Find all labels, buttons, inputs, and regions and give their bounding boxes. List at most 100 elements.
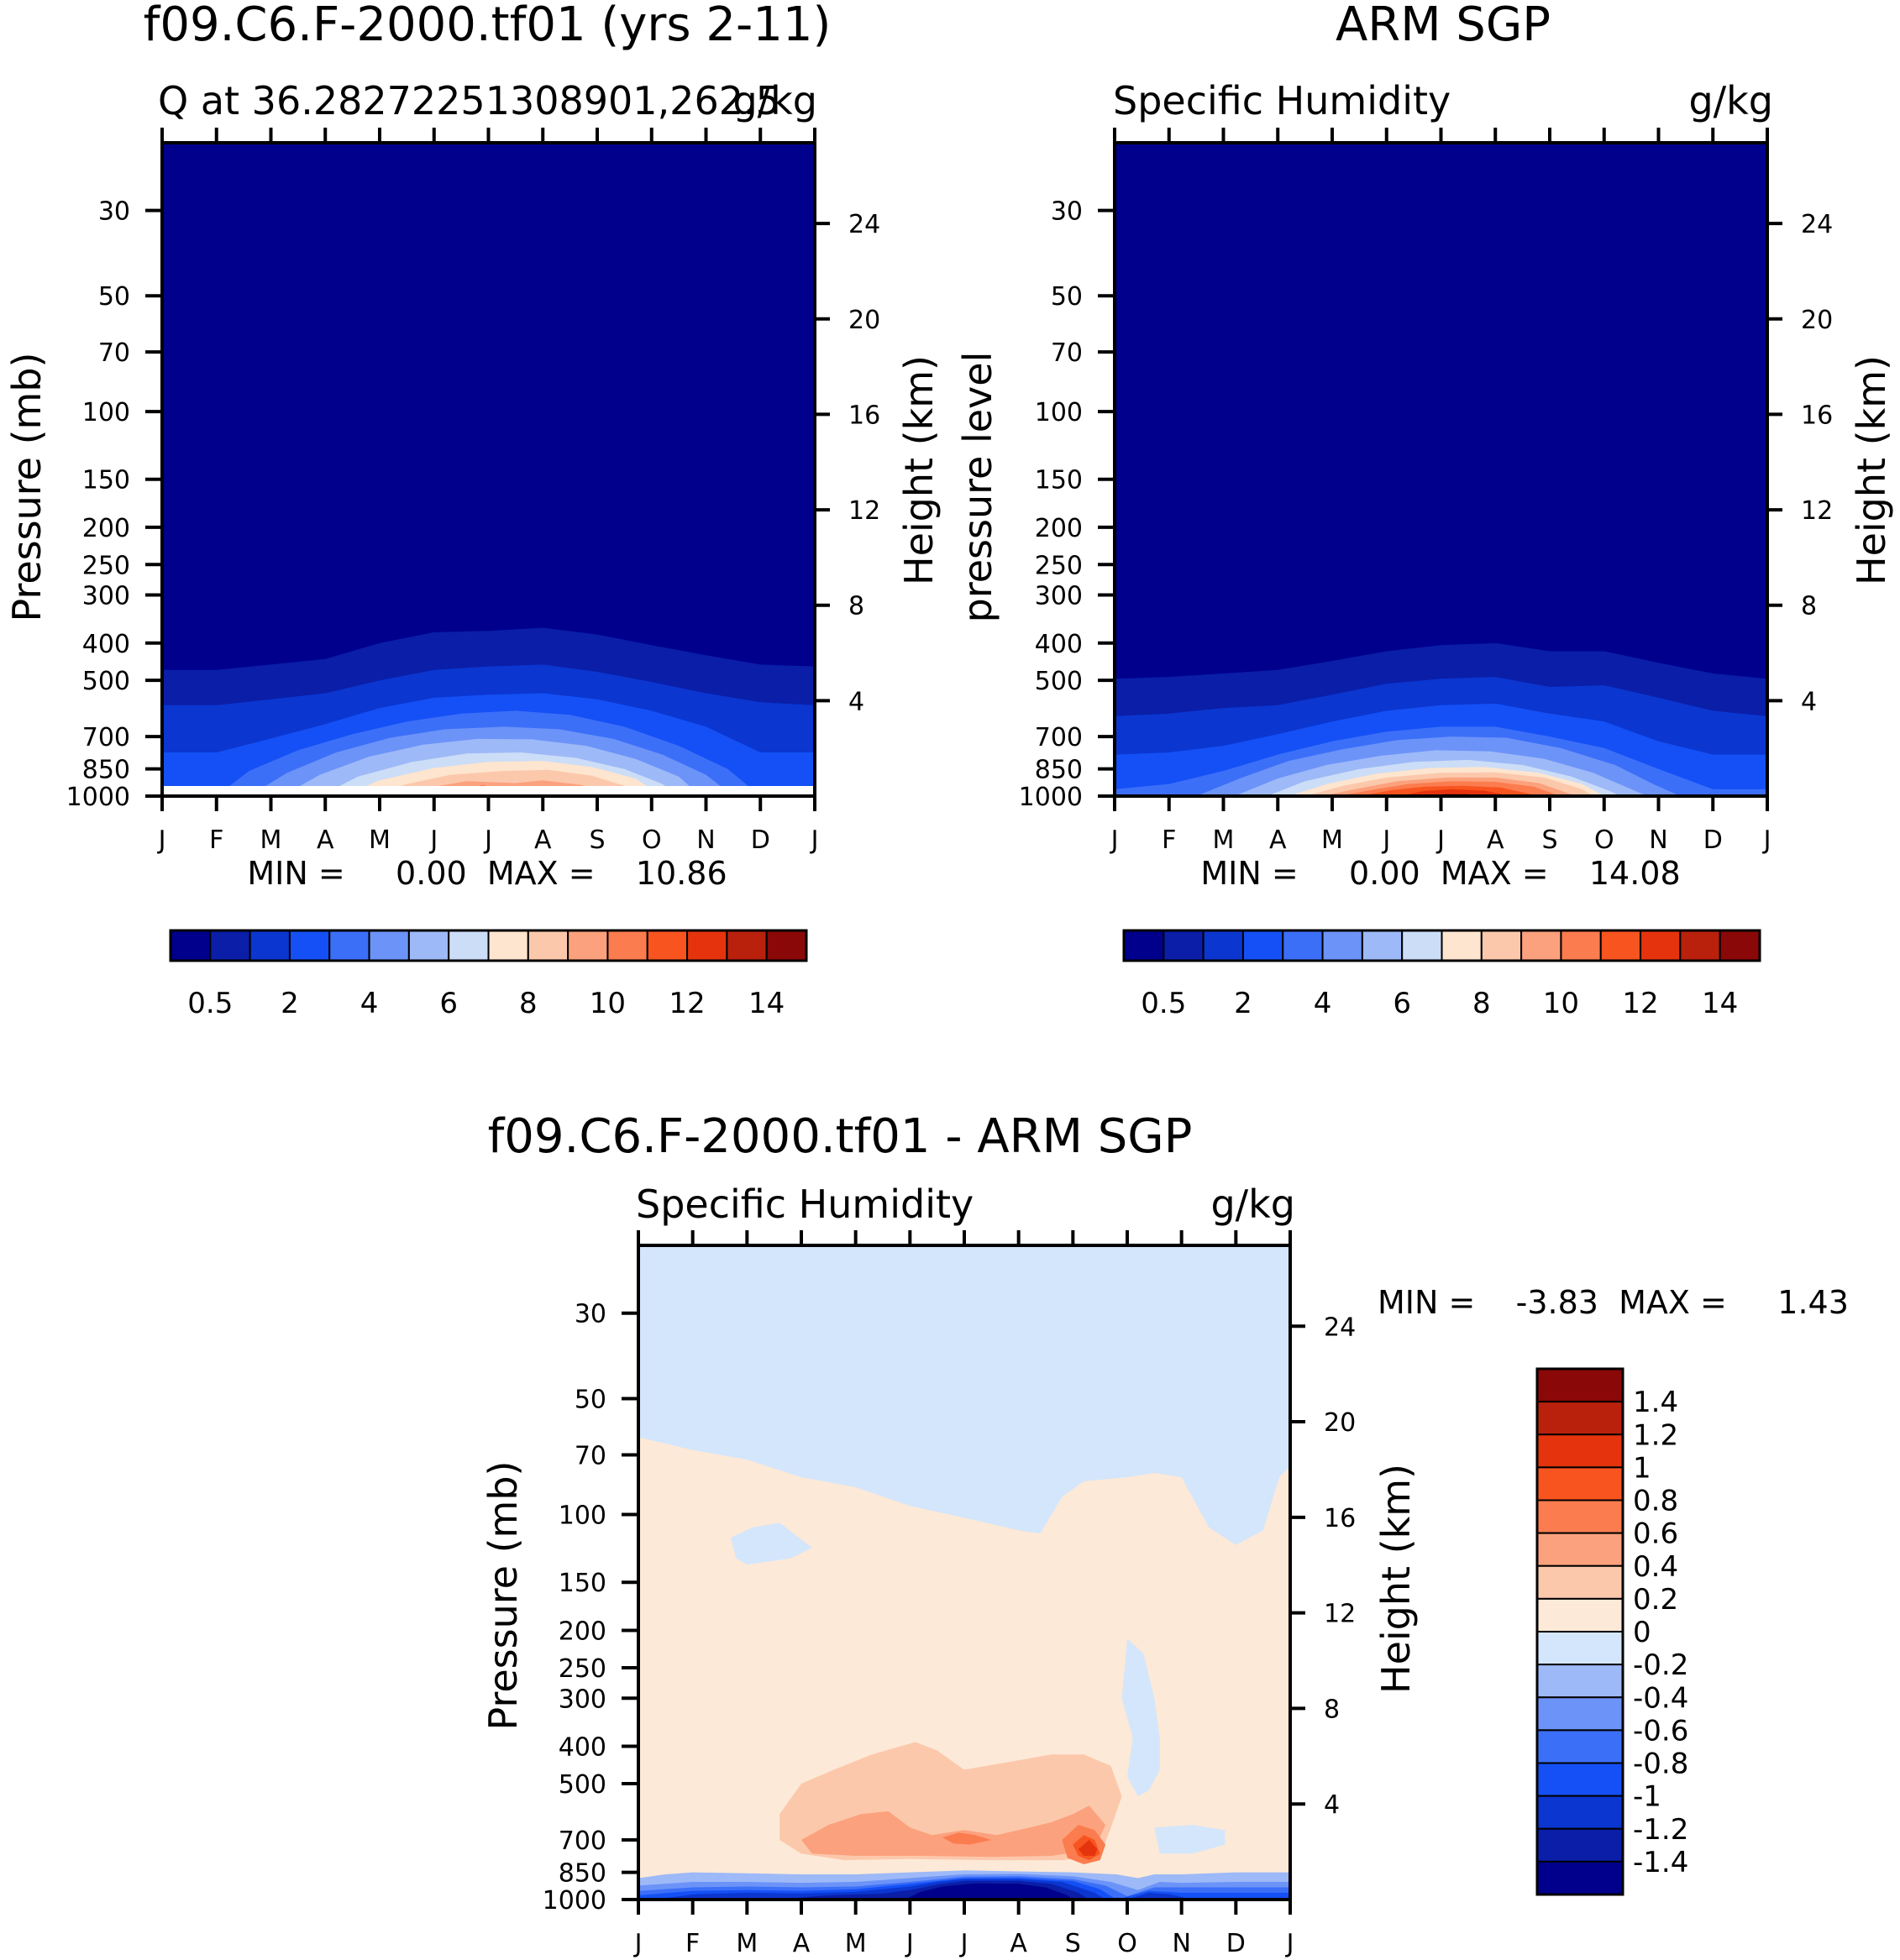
diff-colorbar-label: 1.2: [1633, 1418, 1678, 1452]
model-colorbar: 0.5 2 4 6 8 10 12 14: [169, 929, 808, 1020]
obs-month-label: N: [1649, 825, 1667, 855]
diff-month-label: A: [1010, 1929, 1027, 1958]
diff-stats: MIN = -3.83 MAX = 1.43: [1378, 1284, 1849, 1321]
obs-height-label: 20: [1801, 306, 1833, 335]
model-month-label: S: [589, 825, 605, 855]
obs-pressure-label: 500: [1035, 667, 1083, 696]
diff-height-label: 8: [1324, 1695, 1340, 1724]
model-pressure-label: 1000: [66, 783, 130, 812]
model-panel: f09.C6.F-2000.tf01 (yrs 2-11) Q at 36.28…: [4, 0, 942, 1020]
model-colorbar-box: [646, 930, 689, 962]
diff-height-label: 24: [1324, 1313, 1356, 1342]
model-month-label: M: [260, 825, 282, 855]
diff-colorbar-label: -0.4: [1633, 1681, 1688, 1715]
obs-colorbar-label: 6: [1393, 987, 1411, 1020]
diff-colorbar-box: [1536, 1564, 1624, 1600]
obs-month-label: J: [1435, 825, 1445, 855]
obs-pressure-label: 1000: [1019, 783, 1083, 812]
diff-pressure-label: 100: [559, 1501, 606, 1530]
model-pressure-label: 100: [82, 398, 130, 427]
obs-month-label: J: [1762, 825, 1771, 855]
diff-month-label: O: [1117, 1929, 1137, 1958]
diff-colorbar-box: [1536, 1433, 1624, 1469]
diff-pressure-label: 250: [559, 1654, 606, 1684]
diff-band-neg-5b: [1127, 1892, 1193, 1900]
diff-panel: f09.C6.F-2000.tf01 - ARM SGP Specific Hu…: [480, 1109, 1849, 1958]
obs-colorbar-box: [1719, 930, 1761, 962]
obs-month-label: O: [1594, 825, 1614, 855]
obs-month-label: A: [1269, 825, 1287, 855]
diff-colorbar-box: [1536, 1762, 1624, 1797]
diff-month-label: N: [1172, 1929, 1190, 1958]
diff-colorbar-box: [1536, 1368, 1624, 1403]
model-colorbar-label: 14: [748, 987, 785, 1020]
obs-month-label: A: [1487, 825, 1504, 855]
obs-colorbar-box: [1560, 930, 1602, 962]
obs-subtitle-right: g/kg: [1688, 78, 1773, 123]
model-colorbar-box: [209, 930, 251, 962]
obs-month-label: M: [1321, 825, 1343, 855]
diff-colorbar-box: [1536, 1696, 1624, 1732]
obs-colorbar-label: 8: [1472, 987, 1491, 1020]
obs-month-label: J: [1381, 825, 1390, 855]
obs-ylabel-right: Height (km): [1849, 355, 1894, 585]
obs-pressure-label: 200: [1035, 514, 1083, 543]
model-ylabel: Pressure (mb): [4, 353, 50, 622]
diff-band-neg-7: [904, 1883, 1073, 1900]
model-pressure-label: 850: [82, 756, 130, 785]
diff-island-neg-1: [730, 1522, 812, 1565]
model-colorbar-box: [726, 930, 768, 962]
obs-colorbar-box: [1202, 930, 1244, 962]
model-colorbar-label: 10: [590, 987, 626, 1020]
model-plot-area: [162, 143, 815, 796]
diff-colorbar-label: 0.4: [1633, 1550, 1678, 1584]
obs-pressure-label: 400: [1035, 630, 1083, 659]
model-pressure-label: 500: [82, 667, 130, 696]
model-pressure-label: 250: [82, 551, 130, 580]
model-pressure-label: 300: [82, 582, 130, 611]
obs-colorbar-label: 0.5: [1141, 987, 1186, 1020]
model-colorbar-box: [407, 930, 450, 962]
obs-colorbar-box: [1123, 930, 1165, 962]
obs-colorbar-box: [1163, 930, 1205, 962]
obs-colorbar-box: [1679, 930, 1721, 962]
diff-colorbar-box: [1536, 1466, 1624, 1501]
model-title: f09.C6.F-2000.tf01 (yrs 2-11): [144, 0, 832, 52]
diff-month-label: J: [633, 1929, 643, 1958]
obs-subtitle-left: Specific Humidity: [1113, 78, 1451, 123]
diff-pressure-label: 1000: [543, 1886, 606, 1915]
obs-colorbar-box: [1599, 930, 1642, 962]
obs-height-label: 4: [1801, 687, 1817, 716]
model-colorbar-label: 4: [360, 987, 379, 1020]
obs-colorbar-label: 4: [1314, 987, 1332, 1020]
diff-height-label: 16: [1324, 1504, 1356, 1533]
model-pressure-label: 30: [98, 197, 130, 227]
obs-colorbar-box: [1282, 930, 1324, 962]
diff-pressure-label: 50: [575, 1385, 606, 1414]
model-colorbar-label: 2: [281, 987, 299, 1020]
model-colorbar-label: 12: [669, 987, 705, 1020]
obs-colorbar-box: [1361, 930, 1404, 962]
model-colorbar-box: [487, 930, 529, 962]
obs-colorbar-label: 2: [1234, 987, 1252, 1020]
obs-height-label: 12: [1801, 496, 1833, 526]
diff-height-label: 4: [1324, 1790, 1340, 1820]
obs-height-label: 8: [1801, 592, 1817, 621]
obs-colorbar-box: [1401, 930, 1443, 962]
model-pressure-label: 50: [98, 282, 130, 312]
model-month-label: A: [317, 825, 334, 855]
obs-month-label: F: [1162, 825, 1176, 855]
model-colorbar-label: 6: [439, 987, 458, 1020]
diff-colorbar-border: [1535, 1367, 1624, 1896]
model-month-label: J: [810, 825, 819, 855]
diff-month-label: A: [793, 1929, 811, 1958]
obs-title: ARM SGP: [1336, 0, 1551, 52]
diff-streak-neg: [1121, 1638, 1160, 1797]
obs-height-label: 24: [1801, 210, 1833, 239]
model-month-label: F: [209, 825, 223, 855]
diff-month-label: M: [845, 1929, 867, 1958]
diff-title: f09.C6.F-2000.tf01 - ARM SGP: [488, 1109, 1193, 1164]
